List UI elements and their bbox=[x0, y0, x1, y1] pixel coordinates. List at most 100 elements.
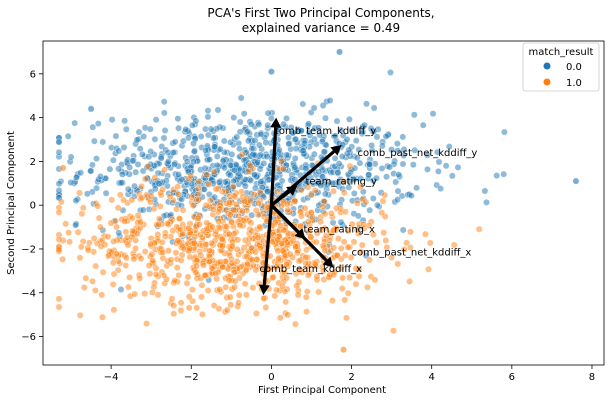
scatter-point bbox=[337, 244, 345, 252]
scatter-point bbox=[198, 310, 206, 318]
scatter-point bbox=[271, 292, 279, 300]
scatter-point bbox=[233, 133, 241, 141]
scatter-point bbox=[136, 218, 144, 226]
scatter-point bbox=[149, 257, 157, 265]
scatter-points bbox=[55, 48, 580, 354]
scatter-point bbox=[241, 182, 249, 190]
scatter-point bbox=[222, 283, 230, 291]
scatter-point bbox=[230, 268, 238, 276]
scatter-point bbox=[109, 280, 117, 288]
scatter-point bbox=[202, 146, 210, 154]
scatter-point bbox=[204, 107, 212, 115]
scatter-point bbox=[94, 202, 102, 210]
scatter-point bbox=[389, 327, 397, 335]
scatter-point bbox=[161, 233, 169, 240]
y-tick-label: 2 bbox=[30, 157, 36, 168]
scatter-point bbox=[340, 238, 348, 246]
y-axis-ticks: −6 −4 −2 0 2 4 6 bbox=[21, 69, 43, 343]
scatter-point bbox=[173, 205, 180, 213]
scatter-point bbox=[106, 165, 114, 173]
scatter-point bbox=[380, 229, 388, 237]
scatter-point bbox=[330, 271, 338, 279]
scatter-point bbox=[315, 288, 323, 296]
legend-entry-0: 0.0 bbox=[566, 62, 582, 73]
vector-label-comb_team_kddiff_x: comb_team_kddiff_x bbox=[259, 264, 362, 275]
scatter-point bbox=[302, 164, 310, 172]
scatter-point bbox=[263, 153, 271, 161]
scatter-point bbox=[225, 199, 233, 207]
scatter-point bbox=[364, 283, 371, 291]
scatter-point bbox=[255, 199, 262, 207]
scatter-point bbox=[174, 237, 182, 245]
scatter-point bbox=[164, 157, 172, 165]
scatter-point bbox=[219, 157, 227, 165]
scatter-point bbox=[273, 286, 280, 294]
scatter-point bbox=[235, 299, 243, 307]
scatter-point bbox=[279, 165, 287, 173]
scatter-point bbox=[161, 127, 169, 134]
scatter-point bbox=[91, 286, 99, 294]
scatter-point bbox=[341, 208, 349, 216]
scatter-point bbox=[188, 121, 196, 129]
scatter-point bbox=[403, 239, 410, 247]
scatter-point bbox=[159, 186, 167, 194]
scatter-point bbox=[116, 191, 124, 199]
scatter-point bbox=[274, 188, 281, 196]
scatter-point bbox=[134, 211, 142, 219]
scatter-point bbox=[226, 293, 234, 301]
scatter-point bbox=[136, 145, 144, 153]
scatter-point bbox=[187, 172, 195, 180]
scatter-point bbox=[373, 174, 380, 182]
scatter-point bbox=[249, 262, 257, 269]
scatter-point bbox=[117, 286, 125, 293]
x-axis-ticks: −4 −2 0 2 4 6 8 bbox=[104, 365, 595, 383]
series-1-points bbox=[55, 150, 483, 335]
scatter-point bbox=[235, 291, 243, 299]
scatter-point bbox=[130, 255, 138, 263]
scatter-point bbox=[152, 116, 160, 124]
scatter-point bbox=[201, 164, 209, 172]
scatter-point bbox=[226, 211, 234, 219]
scatter-point bbox=[198, 281, 206, 289]
scatter-point bbox=[352, 280, 360, 288]
scatter-point bbox=[236, 222, 244, 229]
scatter-point bbox=[331, 154, 339, 162]
scatter-point bbox=[283, 115, 290, 122]
scatter-point bbox=[240, 244, 248, 252]
scatter-point bbox=[230, 192, 238, 200]
legend-entry-1: 1.0 bbox=[566, 78, 582, 89]
scatter-point bbox=[177, 299, 185, 307]
scatter-point bbox=[230, 230, 238, 238]
scatter-point bbox=[58, 198, 65, 206]
scatter-point bbox=[236, 128, 244, 136]
scatter-point bbox=[220, 137, 228, 145]
vector-label-team_rating_y: team_rating_y bbox=[305, 176, 377, 187]
scatter-point bbox=[292, 135, 300, 143]
scatter-point bbox=[233, 201, 240, 208]
scatter-point bbox=[226, 171, 234, 179]
scatter-point bbox=[213, 152, 221, 160]
scatter-point bbox=[251, 151, 259, 159]
scatter-point bbox=[248, 227, 256, 235]
plot-frame bbox=[42, 40, 605, 366]
scatter-point bbox=[399, 133, 407, 141]
scatter-point bbox=[400, 246, 408, 253]
scatter-point bbox=[71, 119, 79, 127]
scatter-point bbox=[267, 115, 275, 122]
scatter-point bbox=[94, 120, 102, 128]
scatter-point bbox=[64, 132, 72, 140]
scatter-point bbox=[248, 256, 256, 264]
scatter-point bbox=[120, 196, 128, 204]
scatter-point bbox=[171, 138, 179, 146]
scatter-point bbox=[348, 220, 356, 228]
scatter-point bbox=[413, 184, 420, 192]
scatter-point bbox=[236, 173, 244, 181]
scatter-point bbox=[184, 273, 192, 281]
scatter-point bbox=[399, 160, 407, 168]
scatter-point bbox=[289, 129, 297, 137]
scatter-point bbox=[394, 260, 402, 268]
scatter-point bbox=[192, 268, 200, 276]
scatter-point bbox=[90, 234, 98, 242]
scatter-point bbox=[225, 277, 233, 284]
